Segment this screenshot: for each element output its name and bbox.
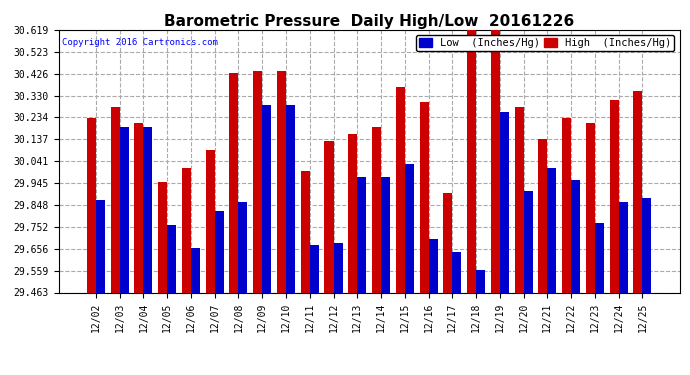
- Bar: [182, 168, 191, 292]
- Bar: [467, 30, 476, 292]
- Bar: [230, 73, 239, 292]
- Bar: [547, 168, 556, 292]
- Bar: [476, 270, 485, 292]
- Bar: [405, 164, 414, 292]
- Bar: [286, 105, 295, 292]
- Bar: [524, 191, 533, 292]
- Bar: [206, 150, 215, 292]
- Bar: [239, 202, 248, 292]
- Bar: [619, 202, 628, 292]
- Title: Barometric Pressure  Daily High/Low  20161226: Barometric Pressure Daily High/Low 20161…: [164, 14, 574, 29]
- Bar: [87, 118, 96, 292]
- Bar: [144, 128, 152, 292]
- Bar: [500, 111, 509, 292]
- Bar: [420, 102, 428, 292]
- Bar: [491, 30, 500, 292]
- Bar: [262, 105, 271, 292]
- Bar: [310, 246, 319, 292]
- Bar: [357, 177, 366, 292]
- Bar: [277, 70, 286, 292]
- Bar: [324, 141, 333, 292]
- Bar: [642, 198, 651, 292]
- Bar: [396, 87, 405, 292]
- Bar: [538, 139, 547, 292]
- Bar: [633, 91, 642, 292]
- Text: Copyright 2016 Cartronics.com: Copyright 2016 Cartronics.com: [62, 38, 217, 47]
- Bar: [586, 123, 595, 292]
- Bar: [453, 252, 462, 292]
- Legend: Low  (Inches/Hg), High  (Inches/Hg): Low (Inches/Hg), High (Inches/Hg): [416, 35, 674, 51]
- Bar: [301, 171, 310, 292]
- Bar: [119, 128, 129, 292]
- Bar: [443, 193, 453, 292]
- Bar: [381, 177, 390, 292]
- Bar: [515, 107, 524, 292]
- Bar: [595, 223, 604, 292]
- Bar: [609, 100, 619, 292]
- Bar: [372, 128, 381, 292]
- Bar: [348, 134, 357, 292]
- Bar: [428, 238, 437, 292]
- Bar: [333, 243, 342, 292]
- Bar: [191, 248, 200, 292]
- Bar: [253, 70, 262, 292]
- Bar: [167, 225, 176, 292]
- Bar: [96, 200, 105, 292]
- Bar: [215, 211, 224, 292]
- Bar: [562, 118, 571, 292]
- Bar: [571, 180, 580, 292]
- Bar: [110, 107, 119, 292]
- Bar: [135, 123, 144, 292]
- Bar: [158, 182, 167, 292]
